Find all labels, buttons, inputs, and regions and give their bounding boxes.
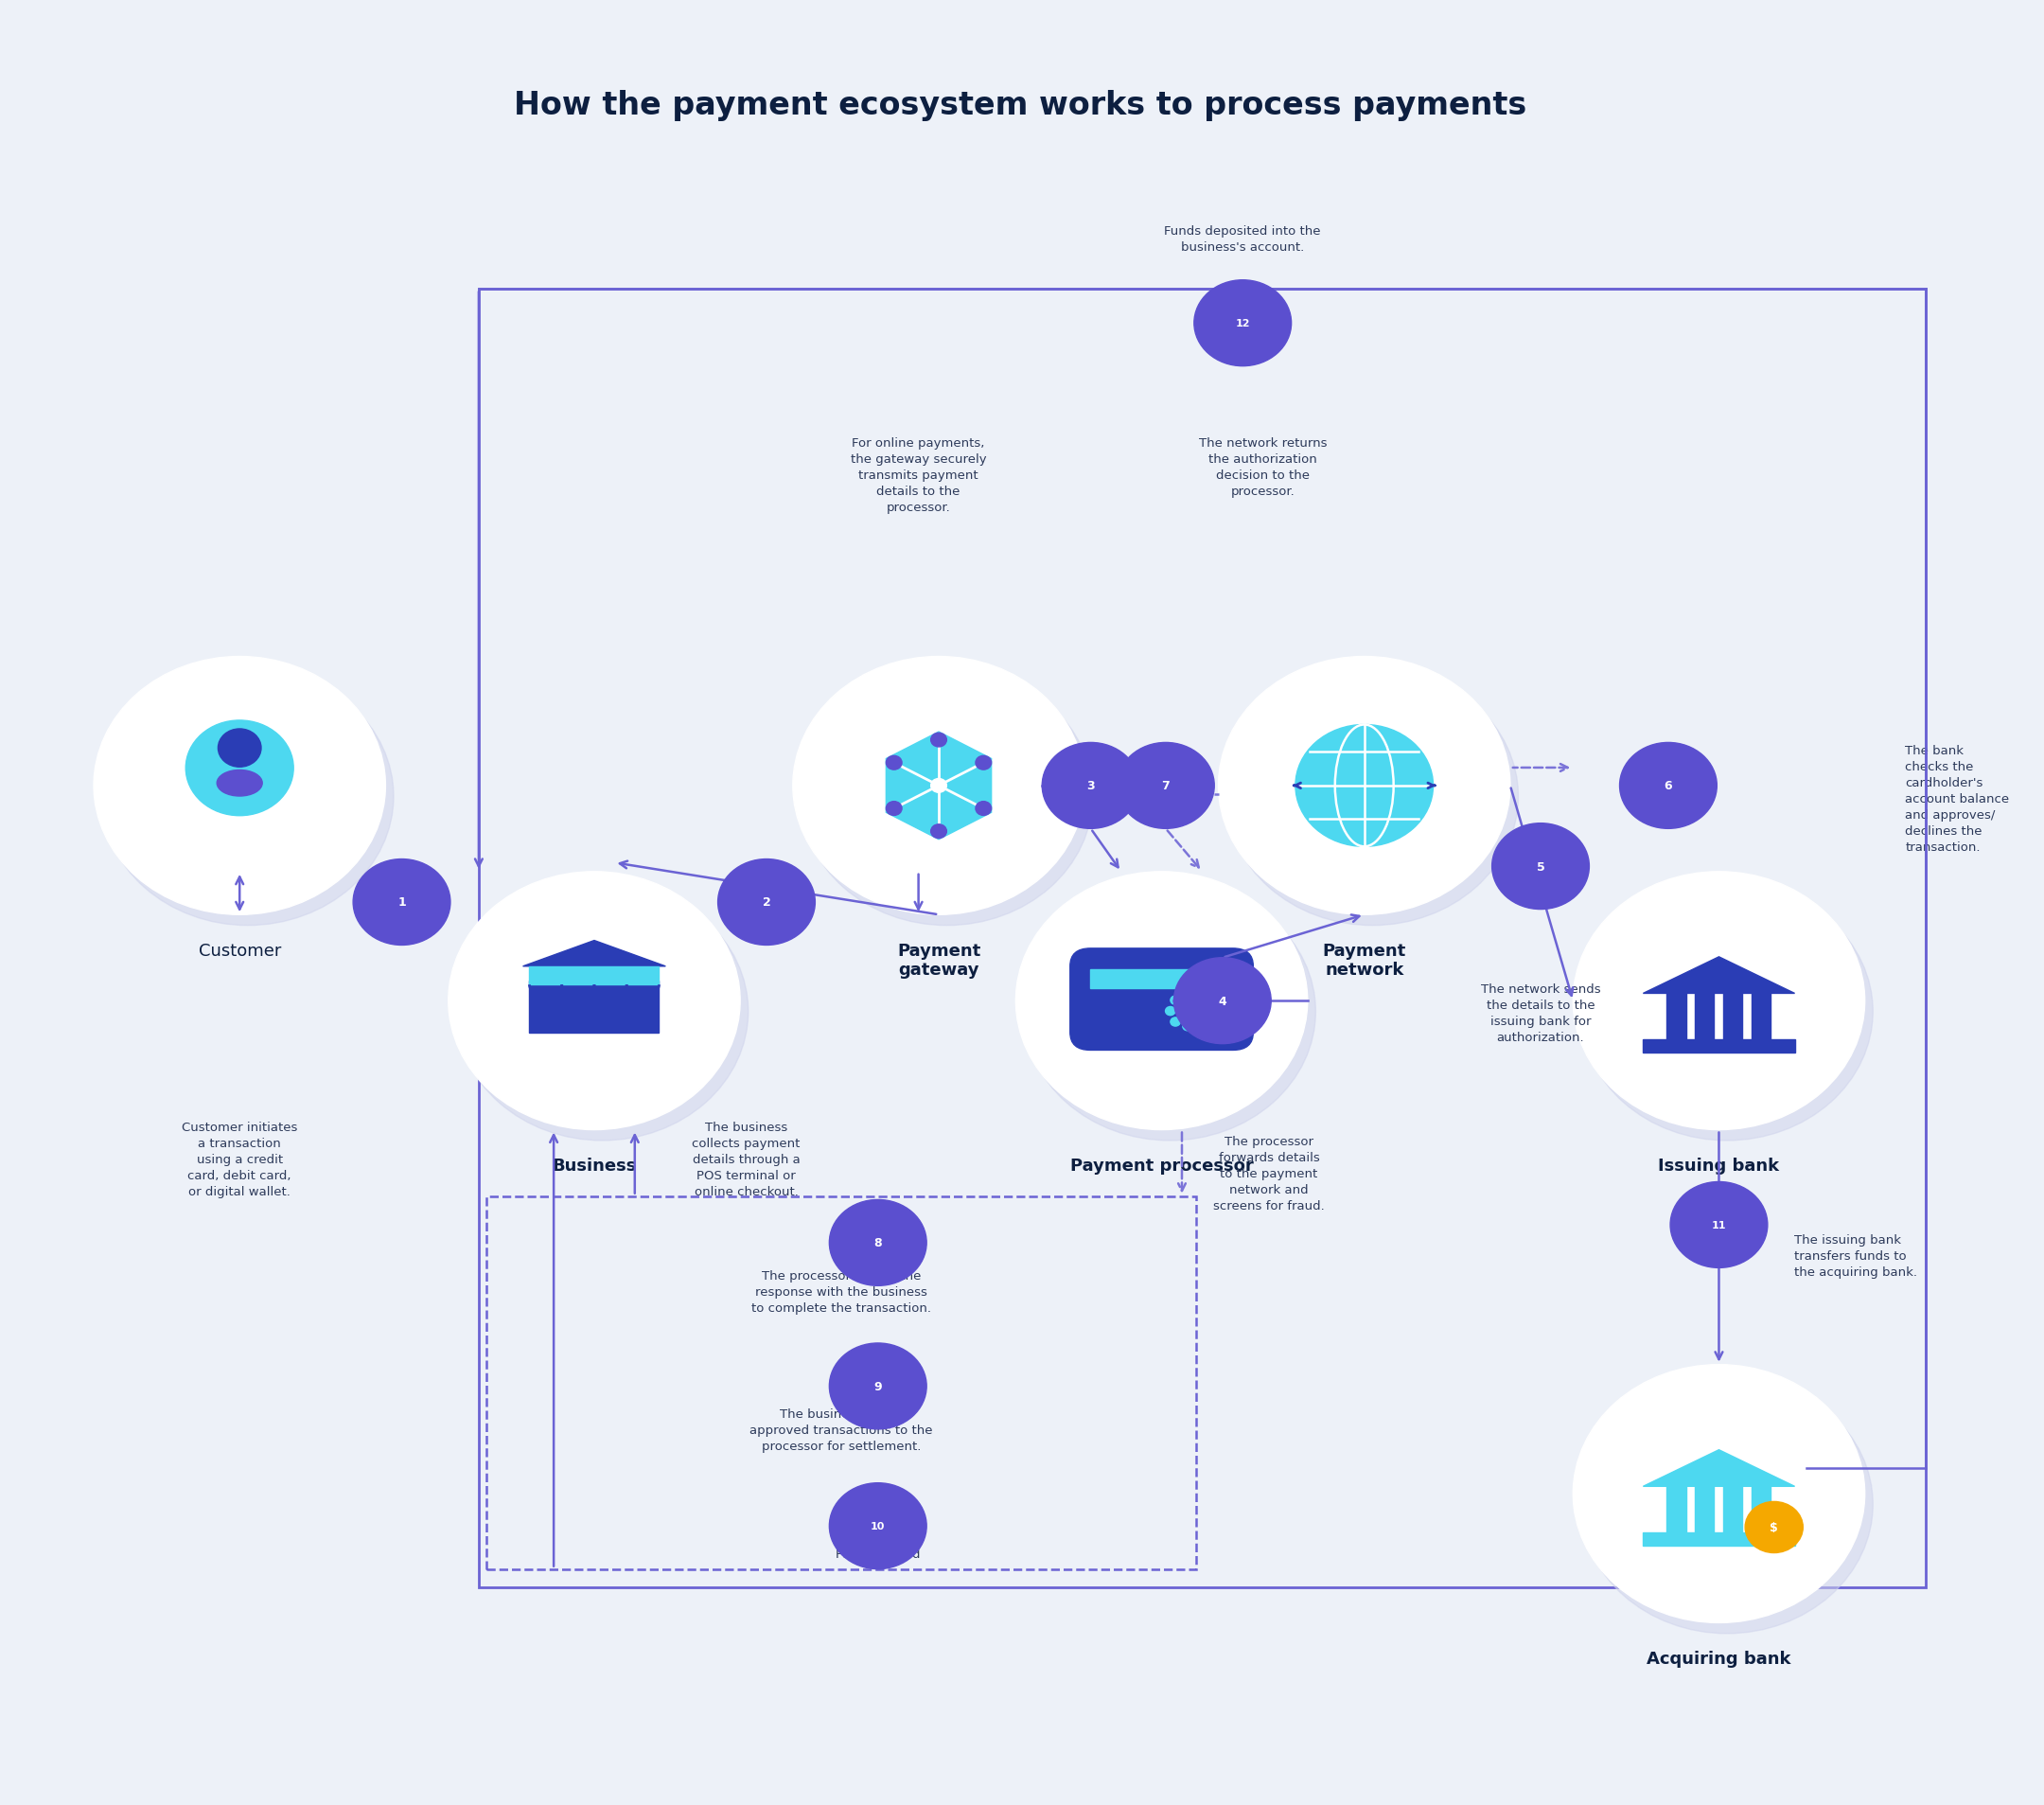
Text: 12: 12 [1235,319,1251,329]
Circle shape [1582,1375,1872,1634]
Polygon shape [887,733,991,839]
Circle shape [975,756,991,771]
FancyBboxPatch shape [1694,995,1715,1040]
FancyBboxPatch shape [1071,949,1253,1051]
Text: The business sends
approved transactions to the
processor for settlement.: The business sends approved transactions… [750,1408,932,1453]
Circle shape [1218,657,1511,915]
FancyBboxPatch shape [529,967,658,986]
Text: The bank
checks the
cardholder's
account balance
and approves/
declines the
tran: The bank checks the cardholder's account… [1905,745,2009,854]
Text: Customer: Customer [198,942,280,958]
Circle shape [830,1343,926,1430]
Circle shape [1492,823,1590,910]
Text: How the payment ecosystem works to process payments: How the payment ecosystem works to proce… [513,90,1527,121]
Text: 1: 1 [399,897,407,908]
Text: Acquiring bank: Acquiring bank [1647,1650,1791,1666]
Polygon shape [1643,957,1795,995]
Circle shape [887,756,901,771]
Text: 6: 6 [1664,780,1672,792]
FancyBboxPatch shape [1643,1532,1795,1545]
FancyBboxPatch shape [1666,995,1686,1040]
Circle shape [717,859,816,946]
Text: 10: 10 [871,1522,885,1531]
FancyBboxPatch shape [1723,995,1741,1040]
Circle shape [456,883,748,1141]
Circle shape [930,825,946,839]
Circle shape [801,668,1094,926]
Circle shape [1196,1018,1204,1027]
Circle shape [1574,1365,1864,1623]
Circle shape [354,859,450,946]
Circle shape [830,1200,926,1285]
Circle shape [1165,1007,1175,1016]
Text: 11: 11 [1711,1220,1727,1229]
Text: Business: Business [552,1157,636,1173]
Circle shape [1016,872,1308,1130]
Text: Funds deposited into the
business's account.: Funds deposited into the business's acco… [1165,226,1320,253]
Text: 4: 4 [1218,995,1226,1007]
Circle shape [1042,744,1139,828]
Text: The issuing bank
transfers funds to
the acquiring bank.: The issuing bank transfers funds to the … [1795,1235,1917,1278]
Circle shape [1196,996,1204,1005]
Circle shape [930,733,946,747]
Text: 7: 7 [1161,780,1169,792]
FancyBboxPatch shape [529,980,658,1032]
Text: 9: 9 [875,1381,883,1392]
Circle shape [1200,1007,1210,1016]
Ellipse shape [217,771,262,796]
Circle shape [448,872,740,1130]
Text: For online payments,
the gateway securely
transmits payment
details to the
proce: For online payments, the gateway securel… [850,437,987,513]
Polygon shape [1643,1449,1795,1487]
Text: 5: 5 [1537,861,1545,874]
Circle shape [887,801,901,816]
Text: Funds settled: Funds settled [836,1547,920,1560]
Circle shape [1296,726,1433,847]
Text: Issuing bank: Issuing bank [1658,1157,1780,1173]
Text: Payment processor: Payment processor [1069,1157,1253,1173]
Text: 3: 3 [1087,780,1096,792]
Circle shape [1194,282,1292,366]
Circle shape [930,780,946,792]
Text: The network sends
the details to the
issuing bank for
authorization.: The network sends the details to the iss… [1480,984,1600,1043]
Circle shape [793,657,1085,915]
Text: The processor
forwards details
to the payment
network and
screens for fraud.: The processor forwards details to the pa… [1214,1135,1325,1213]
FancyBboxPatch shape [1089,969,1233,989]
Circle shape [1118,744,1214,828]
Circle shape [1619,744,1717,828]
Text: $: $ [1770,1522,1778,1534]
Circle shape [1171,1018,1179,1027]
Circle shape [186,720,294,816]
Circle shape [1173,958,1271,1043]
FancyBboxPatch shape [1666,1487,1686,1532]
Text: The network returns
the authorization
decision to the
processor.: The network returns the authorization de… [1200,437,1327,496]
Circle shape [94,657,386,915]
Circle shape [975,801,991,816]
Circle shape [1171,996,1179,1005]
Circle shape [1746,1502,1803,1552]
Circle shape [219,729,262,767]
Circle shape [1183,1022,1192,1031]
Circle shape [1226,668,1519,926]
FancyBboxPatch shape [1752,1487,1770,1532]
Text: 8: 8 [875,1236,883,1249]
Circle shape [1670,1182,1768,1269]
Text: The business
collects payment
details through a
POS terminal or
online checkout.: The business collects payment details th… [693,1121,801,1199]
FancyBboxPatch shape [1752,995,1770,1040]
Circle shape [1183,991,1192,1000]
Circle shape [830,1484,926,1569]
FancyBboxPatch shape [1694,1487,1715,1532]
Text: Customer initiates
a transaction
using a credit
card, debit card,
or digital wal: Customer initiates a transaction using a… [182,1121,298,1199]
FancyBboxPatch shape [1643,1040,1795,1052]
Polygon shape [523,940,666,967]
Circle shape [1574,872,1864,1130]
Text: 2: 2 [762,897,771,908]
Circle shape [1024,883,1316,1141]
Text: The processor shares the
response with the business
to complete the transaction.: The processor shares the response with t… [752,1271,932,1314]
Text: Payment
gateway: Payment gateway [897,942,981,978]
Text: Payment
network: Payment network [1322,942,1406,978]
Circle shape [1582,883,1872,1141]
Circle shape [1177,1004,1198,1020]
FancyBboxPatch shape [1723,1487,1741,1532]
Circle shape [102,668,394,926]
